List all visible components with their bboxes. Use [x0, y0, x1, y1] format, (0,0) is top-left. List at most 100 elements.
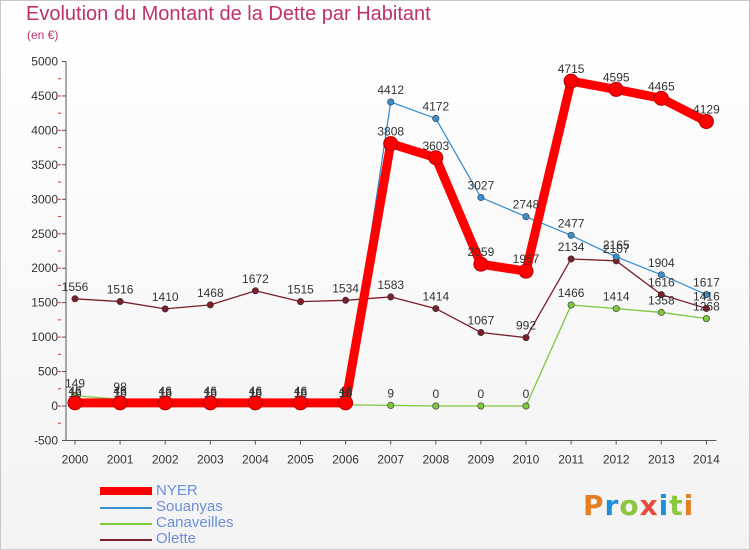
y-tick-label: 0	[51, 399, 58, 413]
data-point-olette	[296, 298, 304, 306]
data-label-canaveilles: 98	[113, 380, 127, 394]
legend-swatch-canaveilles	[100, 523, 152, 525]
data-point-souanyas	[387, 98, 395, 106]
data-point-canaveilles	[477, 402, 485, 410]
data-point-olette	[387, 293, 395, 301]
data-point-nyer	[518, 263, 534, 279]
data-label-nyer: 46	[113, 384, 127, 398]
data-label-nyer: 46	[204, 384, 218, 398]
data-point-canaveilles	[432, 402, 440, 410]
data-label-souanyas: 2477	[558, 216, 585, 230]
x-tick-label: 2001	[107, 452, 134, 466]
data-label-nyer: 4715	[558, 62, 585, 76]
x-tick-label: 2005	[287, 452, 314, 466]
data-point-nyer	[202, 395, 218, 411]
data-point-souanyas	[612, 253, 620, 261]
data-label-nyer: 4129	[693, 103, 720, 117]
data-point-olette	[71, 295, 79, 303]
data-label-olette: 2107	[603, 242, 630, 256]
x-tick-label: 2007	[377, 452, 404, 466]
data-label-canaveilles: 9	[387, 386, 394, 400]
data-point-olette	[657, 291, 665, 299]
logo-letter: t	[669, 489, 684, 522]
x-tick-label: 2012	[603, 452, 630, 466]
y-tick-label: 4000	[31, 123, 58, 137]
data-point-souanyas	[657, 271, 665, 279]
data-label-olette: 1416	[693, 289, 720, 303]
x-tick-label: 2011	[558, 452, 584, 466]
data-label-canaveilles: 16	[294, 386, 308, 400]
data-point-nyer	[473, 256, 489, 272]
data-point-nyer	[428, 150, 444, 166]
x-tick-label: 2000	[62, 452, 89, 466]
data-point-olette	[702, 304, 710, 312]
data-label-olette: 1410	[152, 290, 179, 304]
data-point-olette	[251, 287, 259, 295]
data-label-olette: 1414	[422, 290, 449, 304]
y-tick-label: 4500	[31, 89, 58, 103]
data-label-souanyas: 16	[159, 386, 173, 400]
data-label-canaveilles: 1358	[648, 293, 675, 307]
data-point-souanyas	[567, 231, 575, 239]
data-label-nyer: 2059	[468, 245, 495, 259]
data-label-olette: 1468	[197, 286, 224, 300]
data-label-canaveilles: 16	[339, 386, 353, 400]
x-tick-label: 2013	[648, 452, 675, 466]
x-tick-label: 2008	[422, 452, 449, 466]
data-point-olette	[116, 298, 124, 306]
data-point-souanyas	[702, 291, 710, 299]
data-point-olette	[477, 328, 485, 336]
data-point-canaveilles	[702, 315, 710, 323]
data-label-nyer: 46	[339, 384, 353, 398]
x-tick-label: 2006	[332, 452, 359, 466]
data-label-canaveilles: 16	[249, 386, 263, 400]
legend-item-nyer: NYER	[100, 482, 300, 500]
chart-title: Evolution du Montant de la Dette par Hab…	[26, 3, 431, 25]
legend-label-nyer: NYER	[156, 482, 198, 499]
y-tick-label: 1500	[31, 296, 58, 310]
data-label-olette: 992	[516, 319, 536, 333]
data-point-nyer	[247, 395, 263, 411]
legend-swatch-nyer	[100, 487, 152, 495]
legend-swatch-souanyas	[100, 507, 152, 509]
data-label-souanyas: 16	[113, 386, 127, 400]
legend: NYER Souanyas Canaveilles Olette	[100, 482, 300, 548]
data-point-olette	[567, 255, 575, 263]
logo-letter: o	[619, 489, 640, 522]
legend-item-olette: Olette	[100, 530, 300, 548]
logo-letter: i	[683, 489, 695, 522]
data-label-canaveilles: 1268	[693, 300, 720, 314]
data-point-nyer	[383, 136, 399, 152]
y-tick-label: -500	[34, 433, 58, 447]
data-point-canaveilles	[612, 305, 620, 313]
data-label-olette: 1583	[377, 278, 404, 292]
legend-item-canaveilles: Canaveilles	[100, 514, 300, 532]
proxiti-logo: Proxiti	[583, 489, 694, 522]
data-point-olette	[161, 305, 169, 313]
data-point-canaveilles	[657, 308, 665, 316]
data-label-olette: 1556	[62, 280, 89, 294]
data-label-souanyas: 16	[204, 386, 218, 400]
x-tick-label: 2014	[693, 452, 720, 466]
y-tick-label: 2000	[31, 261, 58, 275]
data-label-souanyas: 16	[339, 386, 353, 400]
data-label-canaveilles: 0	[523, 387, 530, 401]
x-tick-label: 2004	[242, 452, 269, 466]
data-point-nyer	[698, 114, 714, 130]
x-tick-label: 2003	[197, 452, 224, 466]
data-label-olette: 1515	[287, 283, 314, 297]
data-label-canaveilles: 0	[432, 387, 439, 401]
legend-label-olette: Olette	[156, 530, 197, 547]
logo-letter: P	[583, 489, 605, 522]
data-point-nyer	[563, 73, 579, 89]
data-label-nyer: 46	[249, 384, 263, 398]
data-point-souanyas	[432, 115, 440, 123]
data-label-canaveilles: 1414	[603, 290, 630, 304]
data-label-canaveilles: 16	[159, 386, 173, 400]
data-point-canaveilles	[522, 402, 530, 410]
data-label-canaveilles: 0	[478, 387, 485, 401]
data-point-olette	[342, 296, 350, 304]
legend-label-canaveilles: Canaveilles	[156, 514, 234, 531]
data-label-souanyas: 3027	[468, 178, 495, 192]
